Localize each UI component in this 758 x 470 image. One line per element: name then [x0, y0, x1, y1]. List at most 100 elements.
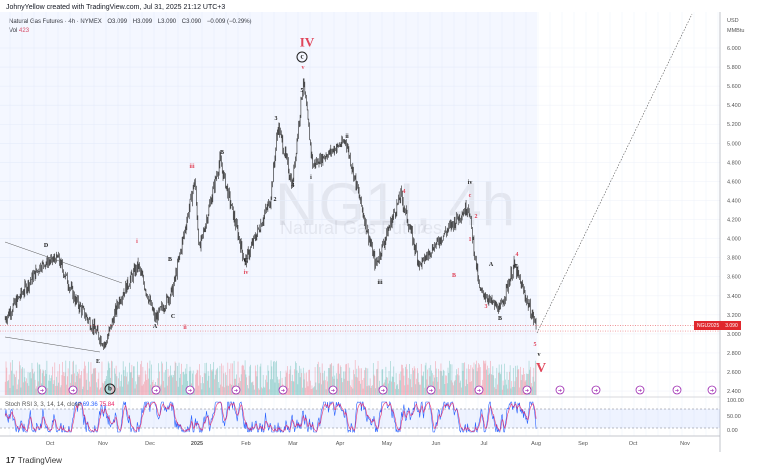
- volume-bar: [252, 381, 254, 395]
- event-icon: [185, 385, 195, 395]
- wave-label[interactable]: B: [497, 316, 503, 322]
- volume-bar: [94, 367, 96, 395]
- price-tick: 6.000: [727, 46, 741, 52]
- volume-bar: [431, 373, 433, 395]
- volume-bar: [267, 365, 269, 395]
- volume-bar: [375, 388, 377, 395]
- volume-bar: [417, 373, 419, 395]
- wave-label[interactable]: D: [43, 243, 49, 249]
- volume-bar: [357, 377, 358, 395]
- price-tick: 2.600: [727, 370, 741, 376]
- wave-label[interactable]: V: [535, 361, 547, 376]
- volume-bar: [291, 374, 293, 395]
- volume-bar: [293, 381, 295, 395]
- volume-bar: [274, 382, 276, 395]
- volume-bar: [364, 370, 365, 395]
- wave-label[interactable]: B: [167, 257, 173, 263]
- volume-bar: [502, 380, 504, 395]
- volume-bar: [450, 380, 452, 395]
- volume-bar: [391, 381, 392, 395]
- volume-bar: [247, 385, 248, 395]
- volume-bar: [159, 371, 160, 395]
- wave-label[interactable]: i: [310, 175, 312, 181]
- wave-label[interactable]: b: [104, 383, 116, 395]
- volume-bar: [406, 369, 408, 395]
- wave-label[interactable]: 4: [291, 183, 295, 189]
- volume-bar: [273, 361, 274, 395]
- wave-label[interactable]: 2: [474, 214, 478, 220]
- wave-label[interactable]: iv: [243, 270, 249, 276]
- volume-bar: [387, 383, 389, 395]
- volume-bar: [31, 362, 33, 395]
- wave-label[interactable]: c: [296, 51, 308, 63]
- wave-label[interactable]: 5: [300, 88, 304, 94]
- wave-label[interactable]: v: [537, 352, 541, 358]
- volume-bar: [44, 369, 46, 395]
- wave-label[interactable]: 5: [533, 342, 537, 348]
- symbol-name[interactable]: Natural Gas Futures · 4h · NYMEX: [9, 19, 102, 25]
- wave-label[interactable]: iv: [467, 180, 473, 186]
- wave-label[interactable]: ii: [345, 134, 349, 140]
- event-icon: [37, 385, 47, 395]
- wave-label[interactable]: 4: [515, 252, 519, 258]
- volume-bar: [27, 372, 29, 395]
- volume-bar: [203, 373, 205, 395]
- stoch-rsi-legend[interactable]: Stoch RSI 3, 3, 14, 14, close 69.36 75.8…: [5, 402, 114, 408]
- wave-label[interactable]: IV: [299, 34, 315, 50]
- volume-bar: [416, 368, 418, 395]
- wave-label[interactable]: v: [301, 65, 305, 71]
- wave-label[interactable]: iii: [189, 164, 195, 170]
- volume-bar: [61, 375, 63, 395]
- volume-bar: [250, 364, 251, 395]
- wave-label[interactable]: A: [488, 262, 494, 268]
- wave-label[interactable]: c: [468, 193, 472, 199]
- wave-label[interactable]: 1: [468, 237, 472, 243]
- volume-bar: [158, 363, 159, 395]
- volume-bar: [476, 371, 478, 395]
- volume-bar: [351, 379, 353, 395]
- tradingview-logo[interactable]: 17 TradingView: [6, 456, 62, 465]
- volume-bar: [370, 387, 372, 395]
- wave-label[interactable]: iii: [377, 280, 383, 286]
- wave-label[interactable]: E: [95, 359, 101, 365]
- wave-label[interactable]: C: [170, 314, 176, 320]
- volume-bar: [214, 374, 216, 395]
- volume-bar: [275, 362, 277, 395]
- volume-bar: [81, 370, 82, 395]
- volume-bar: [448, 372, 450, 395]
- time-tick: Jun: [432, 441, 441, 447]
- volume-bar: [45, 373, 47, 395]
- volume-bar: [227, 362, 229, 395]
- volume-bar: [239, 377, 240, 395]
- volume-bar: [388, 370, 390, 395]
- volume-bar: [527, 373, 528, 395]
- volume-bar: [486, 369, 487, 395]
- volume-bar: [424, 365, 426, 395]
- volume-bar: [203, 383, 204, 395]
- volume-bar: [54, 362, 56, 395]
- wave-label[interactable]: A: [152, 324, 158, 330]
- wave-label[interactable]: 3: [274, 116, 278, 122]
- volume-bar: [499, 372, 501, 395]
- wave-label[interactable]: i: [136, 239, 138, 245]
- wave-label[interactable]: C: [513, 264, 519, 270]
- volume-bar: [424, 387, 425, 395]
- volume-bar: [52, 384, 54, 395]
- volume-bar: [372, 385, 373, 395]
- wave-label[interactable]: 4: [402, 189, 406, 195]
- wave-label[interactable]: B: [451, 273, 457, 279]
- volume-bar: [422, 376, 424, 395]
- wave-label[interactable]: C: [243, 258, 249, 264]
- wave-label[interactable]: 3: [484, 304, 488, 310]
- time-tick: Nov: [98, 441, 108, 447]
- volume-bar: [387, 377, 388, 395]
- volume-bar: [233, 360, 235, 395]
- wave-label[interactable]: ii: [183, 325, 187, 331]
- volume-bar: [55, 376, 57, 395]
- wave-label[interactable]: 2: [273, 197, 277, 203]
- volume-bar: [294, 369, 296, 395]
- wave-label[interactable]: B: [219, 150, 225, 156]
- volume-bar: [385, 366, 387, 395]
- volume-bar: [8, 374, 10, 395]
